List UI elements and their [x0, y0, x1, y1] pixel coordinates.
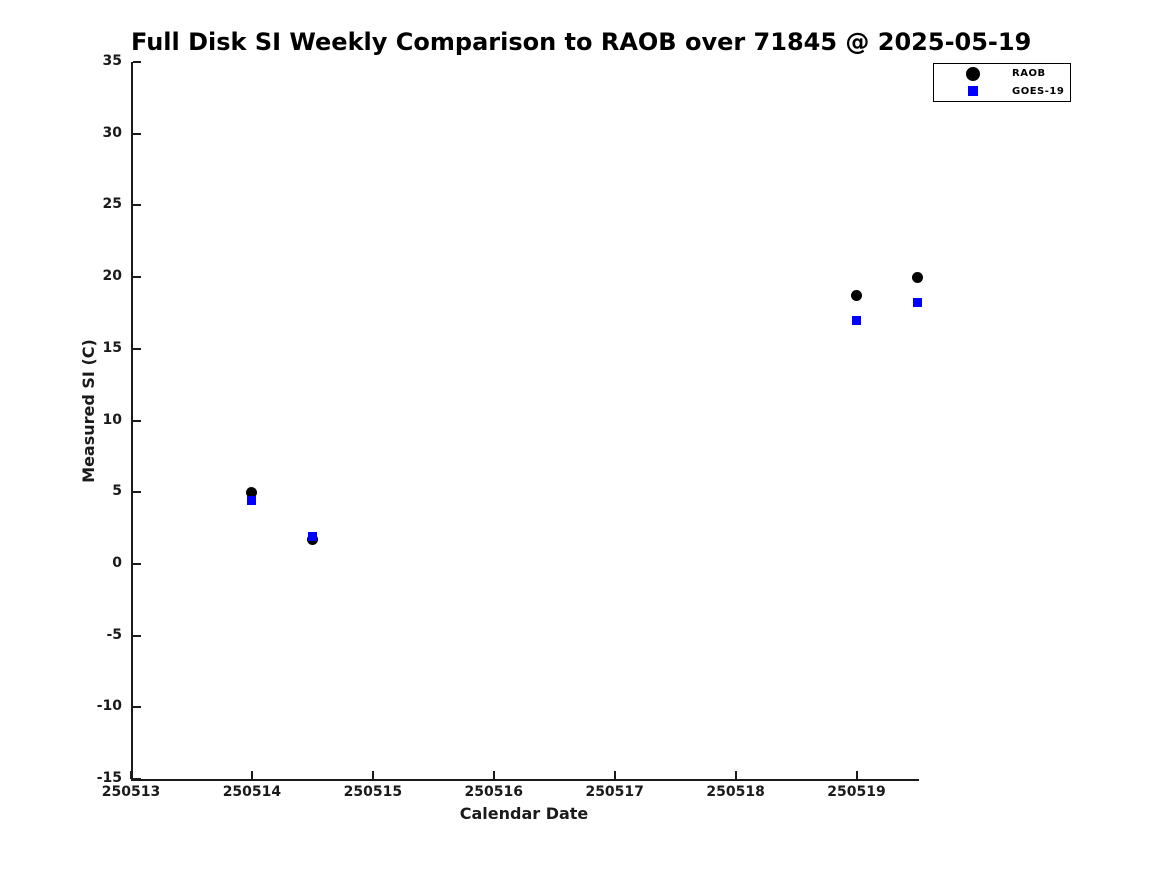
y-tick-mark [133, 204, 141, 207]
plot-area [131, 62, 919, 781]
x-tick-mark [855, 771, 858, 779]
y-tick-mark [133, 61, 141, 63]
legend-item-goes-19: GOES-19 [934, 83, 1070, 99]
y-tick-label: 30 [102, 124, 122, 141]
y-tick-label: 10 [102, 411, 122, 428]
x-tick-label: 250516 [464, 784, 523, 800]
y-tick-mark [133, 778, 141, 780]
y-tick-mark [133, 347, 141, 350]
y-tick-label: 5 [112, 483, 122, 500]
goes-19-square-icon [968, 86, 978, 97]
legend-marker-cell [934, 66, 1012, 81]
y-tick-mark [133, 562, 141, 565]
x-tick-mark [371, 771, 374, 779]
y-tick-label: -15 [96, 770, 122, 786]
goes-19-data-point [307, 532, 317, 542]
x-tick-label: 250517 [585, 784, 644, 800]
legend: RAOB GOES-19 [933, 63, 1071, 102]
raob-circle-icon [966, 66, 980, 81]
goes-19-data-point [852, 315, 862, 325]
x-tick-label: 250519 [827, 784, 886, 800]
x-tick-label: 250515 [343, 784, 403, 800]
goes-19-data-point [912, 298, 922, 308]
raob-data-point [246, 486, 258, 498]
y-tick-label: 15 [102, 339, 122, 356]
y-tick-mark [133, 634, 141, 637]
y-tick-label: 25 [102, 196, 122, 213]
y-tick-label: -5 [106, 626, 122, 643]
y-tick-label: -10 [96, 698, 122, 715]
y-tick-mark [133, 706, 141, 709]
y-tick-label: 35 [102, 53, 122, 69]
y-tick-mark [133, 491, 141, 494]
y-tick-mark [133, 419, 141, 422]
goes-19-data-point [247, 496, 257, 506]
y-tick-label: 0 [112, 554, 122, 571]
chart-title: Full Disk SI Weekly Comparison to RAOB o… [131, 28, 1032, 56]
legend-item-raob: RAOB [934, 66, 1070, 82]
legend-marker-cell [934, 86, 1012, 97]
y-tick-label: 20 [102, 268, 122, 285]
x-axis-label: Calendar Date [459, 804, 589, 823]
y-tick-mark [133, 132, 141, 135]
x-tick-mark [492, 771, 495, 779]
x-tick-label: 250518 [706, 784, 765, 800]
raob-data-point [911, 271, 923, 283]
x-tick-mark [250, 771, 253, 779]
legend-label-raob: RAOB [1012, 68, 1046, 80]
x-tick-label: 250514 [222, 784, 282, 800]
x-tick-mark [734, 771, 737, 779]
legend-label-goes-19: GOES-19 [1012, 85, 1065, 97]
y-tick-mark [133, 276, 141, 279]
x-tick-mark [130, 771, 132, 779]
x-tick-mark [613, 771, 616, 779]
x-tick-label: 250513 [101, 784, 161, 800]
raob-data-point [851, 290, 863, 302]
